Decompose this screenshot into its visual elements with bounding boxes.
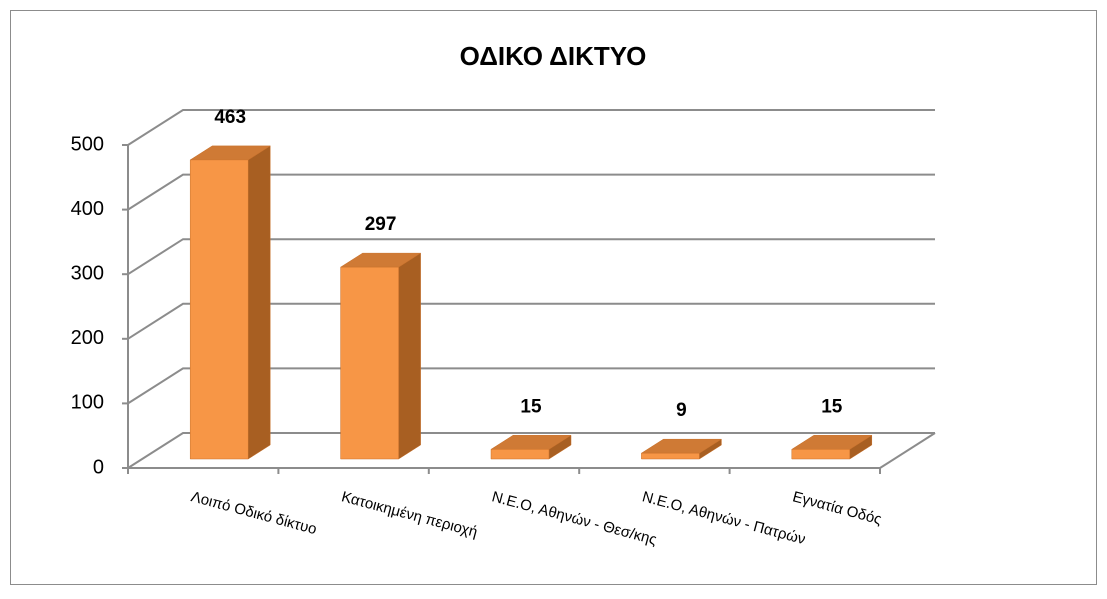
bar-side [398, 252, 421, 460]
bar [339, 252, 422, 460]
data-label: 15 [520, 396, 542, 417]
grid-line [127, 238, 935, 276]
grid-line [127, 109, 935, 146]
y-tick-label: 400 [71, 198, 104, 220]
grid-line [127, 173, 935, 211]
bar-front [791, 449, 851, 460]
bar-side [247, 145, 271, 460]
y-tick-label: 300 [71, 262, 104, 284]
grid-line [127, 432, 935, 469]
bar [790, 434, 873, 460]
y-tick-label: 500 [71, 133, 104, 155]
grid-line [127, 367, 935, 405]
bar-front [189, 159, 249, 460]
y-tick-label: 200 [71, 327, 104, 349]
bar [490, 434, 572, 460]
floor-edge [879, 432, 936, 469]
bar [640, 438, 723, 460]
chart-title: ΟΔΙΚΟ ΔΙΚΤΥΟ [460, 41, 647, 71]
bar-front [641, 452, 700, 460]
bar-front [340, 266, 399, 460]
grid-line [127, 302, 935, 340]
y-tick-label: 0 [93, 456, 104, 478]
y-tick-label: 100 [71, 392, 104, 414]
data-label: 297 [365, 214, 397, 235]
bar [189, 145, 272, 460]
data-label: 463 [214, 107, 246, 128]
chart-frame [10, 10, 1097, 585]
bar-front [490, 449, 550, 460]
data-label: 15 [821, 396, 843, 417]
data-label: 9 [676, 400, 687, 421]
